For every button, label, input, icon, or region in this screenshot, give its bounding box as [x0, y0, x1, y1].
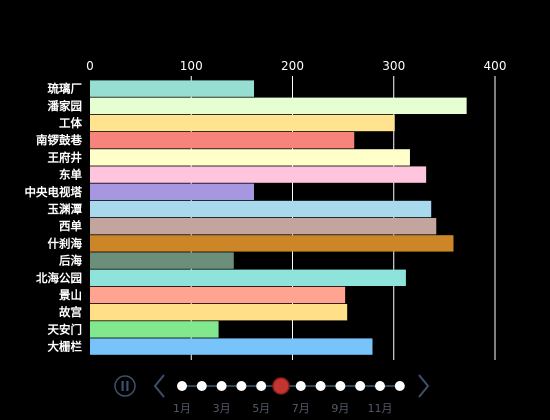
timeline-label: 1月	[173, 402, 191, 415]
category-label: 王府井	[48, 150, 83, 164]
category-label: 景山	[58, 288, 82, 302]
category-label: 什刹海	[48, 236, 83, 250]
timeline-point-active[interactable]	[272, 377, 290, 395]
timeline-point[interactable]	[394, 381, 405, 391]
timeline-label: 9月	[331, 402, 349, 415]
timeline-point[interactable]	[315, 381, 326, 391]
timeline-point[interactable]	[375, 381, 385, 391]
x-axis: 0 100 200 300 400	[86, 59, 506, 73]
category-label: 琉璃厂	[48, 82, 83, 96]
timeline-point[interactable]	[256, 381, 267, 391]
timeline-control: 1月 3月 5月 7月 9月 11月	[114, 374, 430, 415]
bar[interactable]	[90, 235, 454, 252]
timeline-point[interactable]	[177, 381, 187, 391]
bar[interactable]	[90, 200, 432, 218]
timeline-label: 7月	[292, 402, 310, 415]
bar[interactable]	[90, 97, 467, 114]
timeline-label: 5月	[252, 402, 270, 415]
bar[interactable]	[90, 149, 410, 166]
x-tick-label: 400	[484, 59, 507, 73]
bar[interactable]	[90, 114, 395, 132]
timeline-point[interactable]	[355, 381, 366, 391]
category-label: 天安门	[48, 322, 83, 336]
bar[interactable]	[90, 338, 373, 355]
timeline-label: 3月	[213, 402, 231, 415]
bar[interactable]	[90, 252, 234, 269]
category-label: 潘家园	[48, 99, 83, 113]
timeline-point[interactable]	[236, 381, 247, 391]
timeline-point[interactable]	[216, 381, 227, 391]
timeline-points	[177, 377, 405, 395]
category-label: 南锣鼓巷	[36, 133, 82, 147]
timeline-labels: 1月 3月 5月 7月 9月 11月	[173, 402, 393, 415]
x-tick-label: 100	[180, 59, 203, 73]
bar[interactable]	[90, 166, 427, 183]
category-label: 中央电视塔	[25, 185, 83, 199]
timeline-point[interactable]	[295, 381, 306, 391]
category-label: 东单	[59, 168, 82, 182]
timeline-label: 11月	[368, 402, 393, 415]
category-label: 后海	[59, 254, 82, 268]
bar[interactable]	[90, 286, 346, 304]
x-tick-label: 300	[382, 59, 405, 73]
pause-icon[interactable]	[114, 375, 136, 397]
timeline-point[interactable]	[335, 381, 346, 391]
category-label: 工体	[59, 116, 82, 130]
bars	[90, 80, 467, 355]
category-label: 北海公园	[36, 271, 82, 285]
y-axis: 琉璃厂潘家园工体南锣鼓巷王府井东单中央电视塔玉渊潭西单什刹海后海北海公园景山故宫…	[25, 82, 83, 354]
chevron-right-icon[interactable]	[418, 374, 430, 398]
x-tick-label: 200	[281, 59, 304, 73]
bar[interactable]	[90, 183, 255, 200]
x-tick-label: 0	[86, 59, 94, 73]
category-label: 故宫	[59, 305, 82, 319]
bar[interactable]	[90, 269, 406, 286]
bar[interactable]	[90, 132, 355, 149]
timeline-point[interactable]	[196, 381, 207, 391]
bar[interactable]	[90, 304, 348, 321]
chevron-left-icon[interactable]	[153, 374, 165, 398]
category-label: 西单	[59, 219, 82, 233]
bar[interactable]	[90, 321, 219, 338]
bar[interactable]	[90, 80, 255, 97]
bar[interactable]	[90, 218, 437, 235]
category-label: 玉渊潭	[48, 202, 83, 216]
category-label: 大栅栏	[48, 340, 83, 354]
